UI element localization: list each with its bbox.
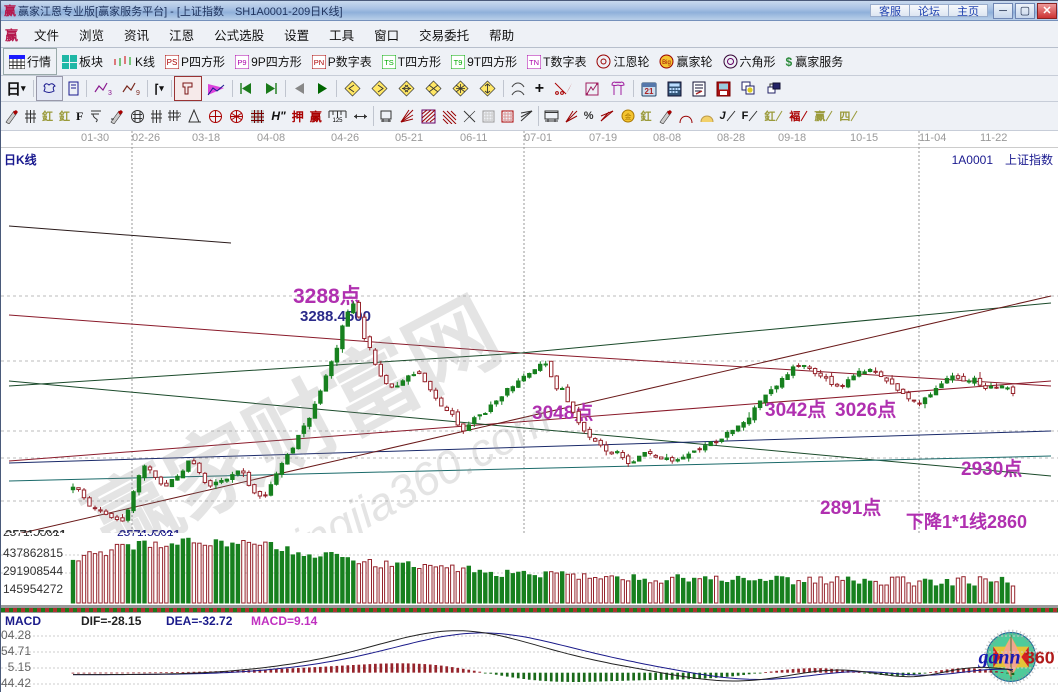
- svg-text:3288点: 3288点: [293, 284, 361, 308]
- svg-text:21: 21: [645, 87, 654, 96]
- svg-text:金: 金: [624, 112, 631, 121]
- svg-text:P9: P9: [237, 58, 246, 67]
- svg-text:2930点: 2930点: [961, 458, 1022, 480]
- svg-text:2: 2: [178, 113, 181, 119]
- svg-text:125: 125: [332, 118, 343, 123]
- svg-text:3042点: 3042点: [765, 399, 826, 421]
- svg-text:104.28: 104.28: [1, 630, 31, 642]
- svg-text:54.71: 54.71: [1, 644, 31, 658]
- svg-text:TS: TS: [384, 58, 394, 67]
- svg-text:PS: PS: [167, 58, 178, 67]
- svg-text:-44.42: -44.42: [1, 676, 31, 690]
- svg-text:Big: Big: [663, 60, 672, 66]
- svg-text:9: 9: [136, 90, 140, 96]
- svg-text:下降1*1线2860: 下降1*1线2860: [906, 511, 1027, 532]
- svg-text:3026点: 3026点: [835, 399, 896, 421]
- svg-text:2891点: 2891点: [820, 497, 881, 519]
- svg-text:PN: PN: [314, 58, 324, 67]
- svg-text:5.15: 5.15: [8, 660, 32, 674]
- svg-text:T9: T9: [454, 58, 463, 67]
- svg-text:3: 3: [108, 90, 112, 96]
- svg-text:TN: TN: [529, 58, 539, 67]
